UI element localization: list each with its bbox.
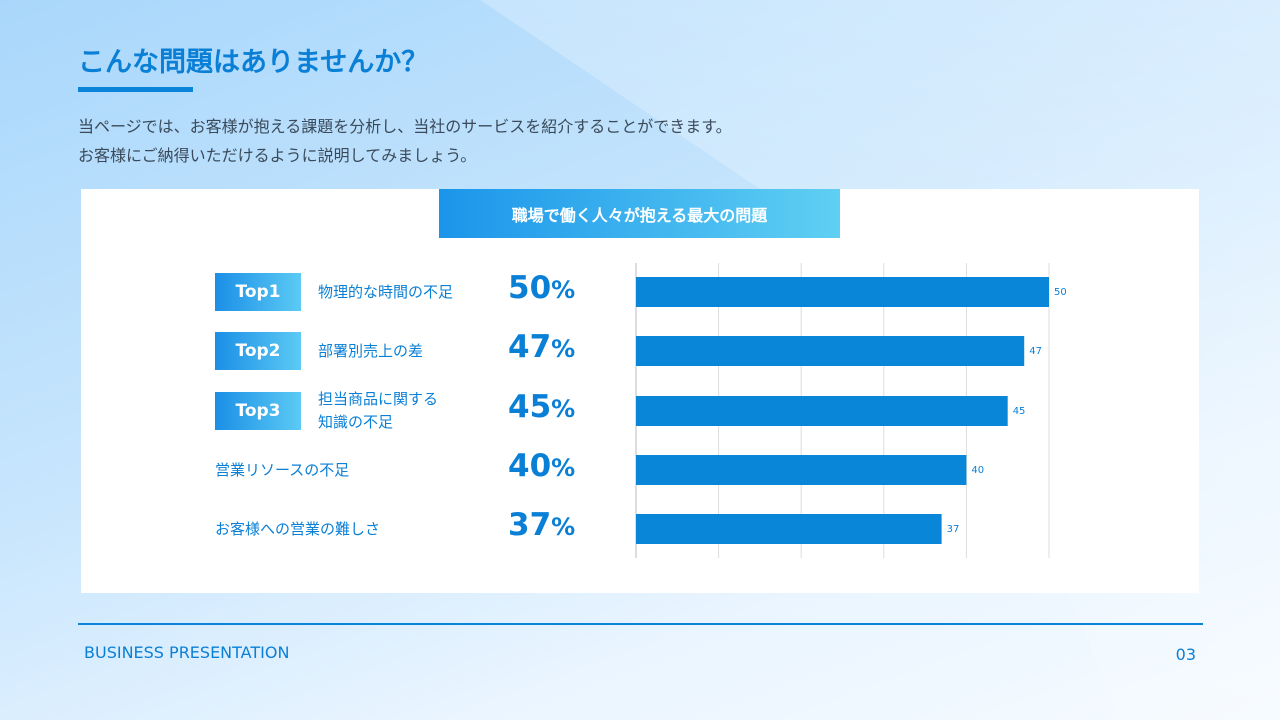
bar-value-label: 50 [1054,287,1067,298]
footer-divider [78,623,1203,625]
page-number: 03 [1175,645,1196,664]
rank-badge: Top2 [215,332,301,370]
percent-label: 45% [508,389,576,425]
bar-value-label: 47 [1029,346,1042,357]
footer-label: BUSINESS PRESENTATION [84,643,290,662]
bar-value-label: 45 [1013,406,1026,417]
bar-value-label: 37 [947,524,960,535]
category-label: 担当商品に関する 知識の不足 [318,390,439,431]
bar [636,336,1025,366]
chart-title: 職場で働く人々が抱える最大の問題 [439,189,840,238]
description: 当ページでは、お客様が抱える課題を分析し、当社のサービスを紹介することができます… [78,112,732,170]
bar [636,514,942,544]
page-title: こんな問題はありませんか？ [78,47,429,78]
percent-label: 47% [508,329,576,365]
rank-badge: Top1 [215,273,301,311]
bar-value-label: 40 [971,465,984,476]
percent-label: 37% [508,507,576,543]
bar [636,455,967,485]
percent-label: 50% [508,270,576,306]
category-label: 物理的な時間の不足 [318,282,454,301]
bar [636,396,1008,426]
category-label: お客様への営業の難しさ [215,519,381,538]
title-underline [78,87,193,92]
description-line: 当ページでは、お客様が抱える課題を分析し、当社のサービスを紹介することができます… [78,117,732,136]
category-label: 営業リソースの不足 [215,460,350,479]
bar [636,277,1049,307]
category-label: 部署別売上の差 [318,341,424,360]
description-line: お客様にご納得いただけるように説明してみましょう。 [78,146,477,165]
percent-label: 40% [508,448,576,484]
rank-badge: Top3 [215,392,301,430]
